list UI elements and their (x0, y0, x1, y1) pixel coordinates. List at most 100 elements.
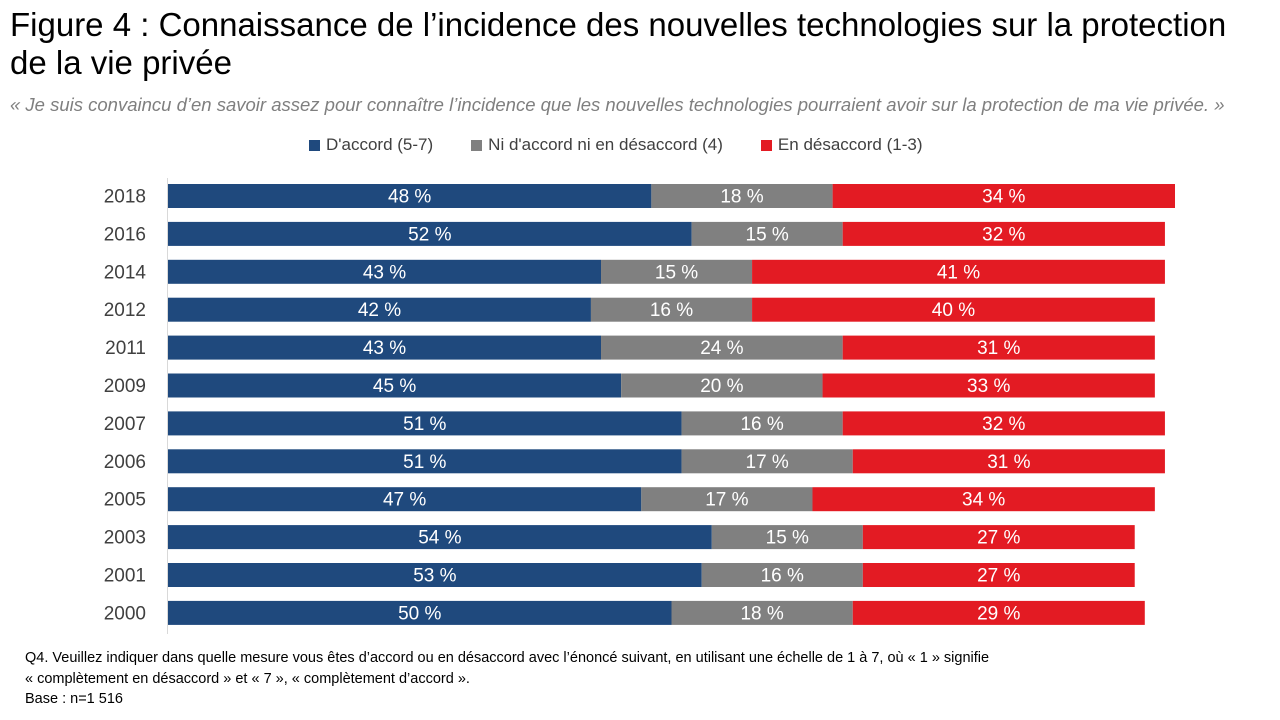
data-label: 32 % (982, 224, 1025, 245)
y-tick-label: 2016 (104, 224, 146, 245)
bar-segment-agree (168, 525, 712, 550)
bar-segment-disagree (862, 563, 1135, 587)
y-tick-label: 2006 (104, 452, 146, 473)
data-label: 15 % (655, 262, 698, 283)
bar-segment-agree (168, 259, 602, 284)
data-label: 16 % (650, 300, 693, 321)
y-tick-label: 2007 (104, 414, 146, 435)
data-label: 16 % (740, 414, 783, 435)
footnote: Q4. Veuillez indiquer dans quelle mesure… (25, 648, 1265, 710)
footnote-base: Base : n=1 516 (25, 691, 123, 707)
bar-segment-disagree (832, 184, 1175, 208)
bar-segment-neutral (621, 373, 823, 398)
chart-legend: D'accord (5-7) Ni d'accord ni en désacco… (309, 134, 961, 156)
footnote-scale: « complètement en désaccord » et « 7 », … (25, 670, 470, 687)
data-label: 16 % (761, 566, 804, 587)
y-tick-label: 2018 (104, 187, 146, 208)
y-tick-label: 2005 (104, 490, 146, 511)
y-tick-label: 2014 (104, 262, 147, 283)
data-label: 29 % (977, 603, 1020, 624)
y-tick-label: 2000 (104, 603, 146, 624)
data-label: 17 % (705, 490, 748, 511)
bar-segment-agree (168, 563, 702, 587)
bar-segment-disagree (752, 297, 1155, 322)
bar-segment-disagree (812, 487, 1155, 512)
bar-segment-neutral (711, 525, 863, 550)
data-label: 52 % (408, 224, 451, 245)
y-tick-label: 2012 (104, 300, 146, 321)
data-label: 43 % (363, 338, 406, 359)
bar-segment-agree (168, 600, 672, 625)
data-label: 27 % (977, 566, 1020, 587)
footnote-question: Q4. Veuillez indiquer dans quelle mesure… (25, 650, 990, 666)
y-tick-label: 2001 (104, 566, 146, 587)
bar-segment-disagree (842, 411, 1165, 436)
data-label: 33 % (967, 376, 1010, 397)
bar-segment-disagree (852, 449, 1165, 474)
legend-label-agree: D'accord (5-7) (326, 135, 434, 154)
bar-segment-neutral (671, 600, 853, 625)
data-label: 51 % (403, 414, 446, 435)
legend-label-neutral: Ni d'accord ni en désaccord (4) (488, 135, 723, 154)
bar-segment-neutral (681, 411, 843, 436)
bar-segment-neutral (681, 449, 853, 474)
data-label: 17 % (746, 452, 789, 473)
data-label: 50 % (398, 603, 441, 624)
data-label: 20 % (700, 376, 743, 397)
bar-segment-agree (168, 297, 591, 322)
data-label: 53 % (413, 566, 456, 587)
bar-segment-agree (168, 411, 682, 436)
y-tick-label: 2003 (104, 528, 146, 549)
bar-segment-neutral (590, 297, 753, 322)
bar-segment-agree (168, 373, 622, 398)
y-tick-label: 2009 (104, 376, 146, 397)
bar-segment-disagree (752, 259, 1165, 284)
bar-segment-neutral (601, 335, 843, 360)
data-label: 41 % (937, 262, 980, 283)
data-label: 43 % (363, 262, 406, 283)
bar-segment-agree (168, 449, 682, 474)
data-label: 31 % (977, 338, 1020, 359)
data-label: 31 % (987, 452, 1030, 473)
bar-segment-disagree (822, 373, 1155, 398)
bar-segment-disagree (842, 335, 1155, 360)
legend-swatch-disagree (760, 139, 772, 151)
data-label: 15 % (746, 224, 789, 245)
bar-segment-neutral (601, 259, 753, 284)
data-label: 48 % (388, 187, 431, 208)
data-label: 18 % (720, 187, 763, 208)
data-label: 15 % (766, 528, 809, 549)
legend-swatch-agree (309, 139, 320, 151)
data-label: 34 % (962, 490, 1005, 511)
data-label: 18 % (740, 603, 783, 624)
bar-segment-agree (168, 221, 692, 246)
bar-segment-neutral (641, 487, 813, 512)
bar-segment-neutral (691, 221, 843, 246)
bar-segment-disagree (862, 525, 1135, 550)
data-label: 51 % (403, 452, 446, 473)
legend-item-agree: D'accord (5-7) (309, 135, 433, 155)
data-label: 42 % (358, 300, 401, 321)
legend-item-neutral: Ni d'accord ni en désaccord (4) (471, 135, 723, 155)
data-label: 32 % (982, 414, 1025, 435)
data-label: 24 % (700, 338, 743, 359)
legend-swatch-neutral (471, 139, 483, 151)
legend-item-disagree: En désaccord (1-3) (760, 135, 923, 155)
data-label: 54 % (418, 528, 461, 549)
data-label: 34 % (982, 187, 1025, 208)
data-label: 27 % (977, 528, 1020, 549)
data-label: 40 % (932, 300, 975, 321)
legend-label-disagree: En désaccord (1-3) (777, 135, 923, 154)
bar-segment-disagree (852, 600, 1145, 625)
bar-segment-agree (168, 184, 652, 208)
bar-segment-disagree (842, 221, 1165, 246)
bar-segment-agree (168, 487, 642, 512)
data-label: 45 % (373, 376, 416, 397)
bar-segment-neutral (651, 184, 833, 208)
bar-segment-neutral (701, 563, 863, 587)
y-tick-label: 2011 (105, 338, 146, 359)
page-title: Figure 4 : Connaissance de l’incidence d… (10, 6, 1227, 81)
data-label: 47 % (383, 490, 426, 511)
chart-subtitle: « Je suis convaincu d’en savoir assez po… (10, 94, 1225, 115)
